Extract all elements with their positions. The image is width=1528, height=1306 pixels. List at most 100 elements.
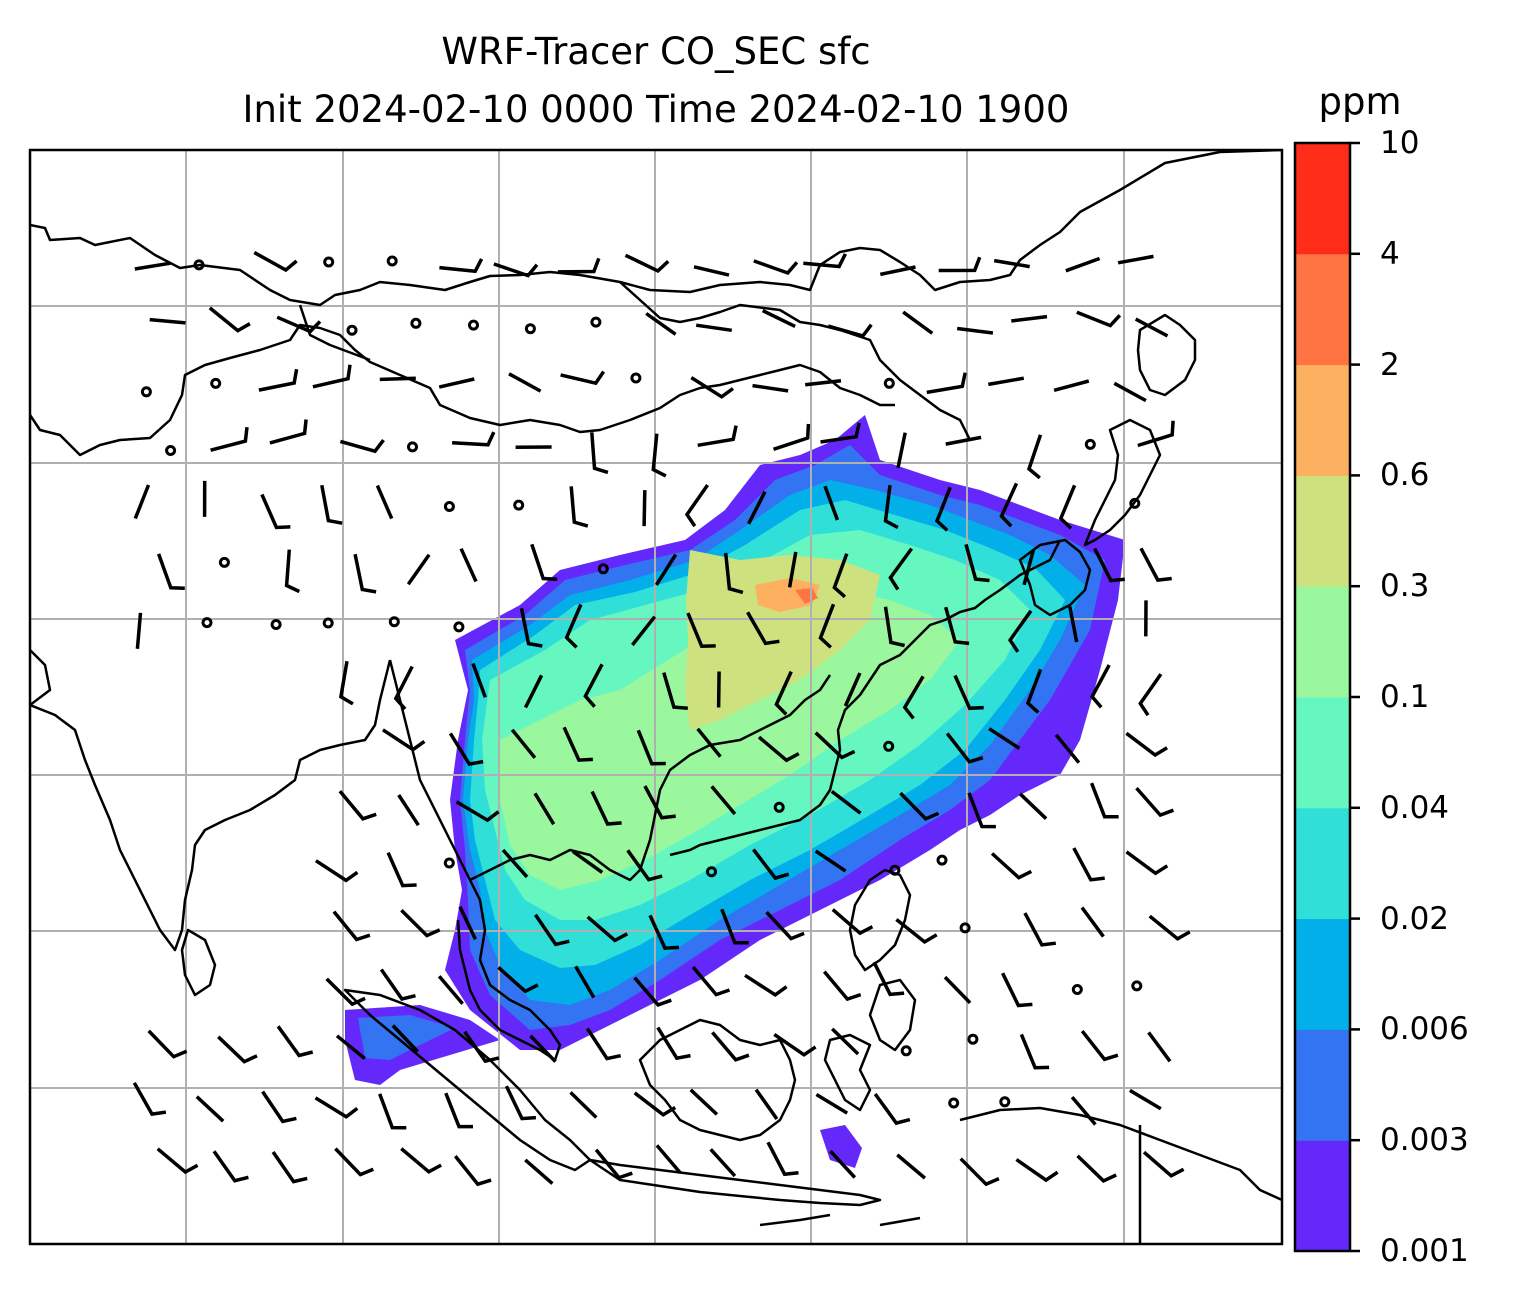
wind-barb bbox=[1001, 972, 1033, 1008]
wind-barb bbox=[217, 1035, 258, 1064]
wind-barb bbox=[339, 439, 385, 454]
calm-wind-marker bbox=[513, 499, 525, 511]
wind-barb bbox=[375, 484, 394, 520]
wind-barb bbox=[147, 1029, 188, 1059]
wind-barb bbox=[959, 1157, 1000, 1187]
calm-wind-marker bbox=[936, 854, 948, 866]
colorbar-tick-label: 0.02 bbox=[1380, 900, 1450, 937]
wind-barb bbox=[533, 913, 570, 947]
wind-barb bbox=[899, 791, 940, 821]
wind-barb bbox=[990, 852, 1033, 880]
wind-barb bbox=[1135, 786, 1175, 818]
wind-barb bbox=[1125, 850, 1169, 876]
wind-barb bbox=[1089, 664, 1111, 709]
calm-wind-marker bbox=[959, 922, 971, 934]
wind-barb bbox=[633, 1091, 677, 1117]
wind-barb bbox=[803, 253, 847, 269]
wind-barb bbox=[458, 905, 477, 940]
wind-barb bbox=[830, 790, 862, 815]
wind-barb bbox=[945, 732, 984, 764]
calm-wind-marker bbox=[630, 372, 642, 384]
wind-barb bbox=[338, 789, 377, 821]
wind-barb bbox=[379, 968, 416, 1001]
wind-barb bbox=[508, 372, 542, 393]
colorbar-segment bbox=[1295, 807, 1350, 920]
wind-barb bbox=[693, 265, 730, 277]
wind-barb bbox=[533, 792, 556, 826]
wind-barb bbox=[504, 1085, 537, 1121]
map-title-line2: Init 2024-02-10 0000 Time 2024-02-10 190… bbox=[242, 88, 1070, 131]
calm-wind-marker bbox=[597, 563, 609, 575]
wind-barb bbox=[709, 1148, 737, 1178]
map-title-line1: WRF-Tracer CO_SEC sfc bbox=[441, 30, 871, 73]
wind-barb bbox=[269, 419, 308, 445]
wind-barb bbox=[626, 849, 663, 882]
wind-barb bbox=[400, 1147, 442, 1174]
coastline-lesser-sunda bbox=[759, 1213, 921, 1227]
wind-barb bbox=[888, 547, 914, 591]
colorbar-segment bbox=[1295, 918, 1350, 1030]
wind-barb bbox=[332, 910, 371, 942]
colorbar-tick-label: 0.3 bbox=[1380, 568, 1430, 605]
calm-wind-marker bbox=[706, 866, 717, 878]
calm-wind-marker bbox=[346, 324, 358, 336]
wind-barb bbox=[1080, 906, 1105, 938]
wind-barb bbox=[133, 484, 151, 520]
wind-barb bbox=[689, 1088, 719, 1116]
wind-barb bbox=[744, 973, 788, 998]
wind-barb bbox=[529, 1034, 557, 1063]
wind-barb bbox=[697, 425, 738, 448]
wind-barb bbox=[1065, 256, 1101, 273]
wind-barb bbox=[631, 615, 657, 647]
calm-wind-marker bbox=[889, 864, 901, 876]
colorbar-tick-label: 0.006 bbox=[1380, 1011, 1469, 1048]
tracer-patch-java bbox=[820, 1125, 862, 1168]
calm-wind-marker bbox=[323, 256, 335, 268]
wind-barb bbox=[1018, 792, 1048, 820]
wind-barb bbox=[585, 1027, 622, 1061]
wind-barb bbox=[452, 431, 496, 447]
wind-barb bbox=[1025, 668, 1043, 714]
wind-barb bbox=[1125, 731, 1169, 758]
map-panel bbox=[30, 150, 1282, 1244]
coastline-borneo bbox=[638, 1018, 797, 1142]
wind-barb bbox=[353, 553, 377, 594]
wind-barb bbox=[338, 660, 354, 706]
coastline-sulawesi bbox=[823, 1033, 872, 1112]
wind-barb bbox=[832, 553, 849, 599]
wind-barb bbox=[896, 432, 907, 469]
wind-barb bbox=[964, 543, 990, 583]
wind-barb bbox=[752, 848, 790, 881]
wind-barb bbox=[633, 976, 672, 1007]
wind-barb bbox=[1015, 1158, 1059, 1183]
colorbar-segment bbox=[1295, 1029, 1350, 1141]
wind-barb bbox=[934, 486, 952, 532]
colorbar-tick-label: 10 bbox=[1380, 125, 1420, 161]
wind-barb bbox=[648, 914, 680, 951]
wind-barb bbox=[261, 1090, 297, 1124]
wind-barb bbox=[1019, 1033, 1050, 1070]
wind-barb bbox=[757, 735, 800, 763]
wind-barb bbox=[523, 674, 544, 709]
calm-wind-marker bbox=[1071, 984, 1083, 995]
wind-barb bbox=[471, 662, 487, 698]
wind-barb bbox=[956, 326, 994, 335]
wind-barb bbox=[437, 975, 464, 1005]
calm-wind-marker bbox=[999, 1096, 1011, 1108]
wind-barb bbox=[530, 543, 558, 581]
wind-barb bbox=[455, 800, 500, 823]
colorbar-tick-label: 0.6 bbox=[1380, 457, 1430, 494]
calm-wind-marker bbox=[948, 1097, 960, 1109]
colorbar-segment bbox=[1295, 586, 1350, 698]
wind-barb bbox=[654, 553, 678, 586]
wind-barb bbox=[879, 265, 916, 277]
wind-barb bbox=[1134, 317, 1169, 338]
wind-barb bbox=[695, 323, 733, 333]
wind-barb bbox=[156, 1147, 199, 1175]
wind-barb bbox=[993, 258, 1030, 269]
wind-barb bbox=[818, 603, 836, 649]
calm-wind-marker bbox=[270, 619, 282, 630]
wind-barb bbox=[691, 965, 731, 997]
wind-barb bbox=[562, 726, 593, 762]
